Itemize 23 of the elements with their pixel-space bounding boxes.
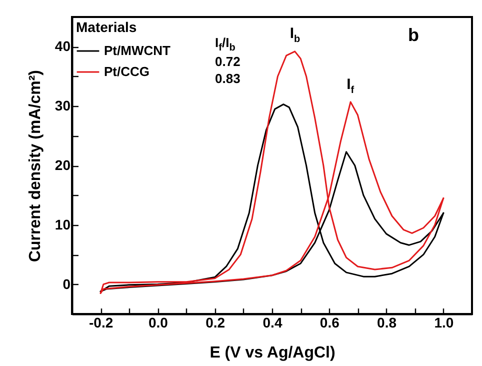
- x-tick-label: 1.0: [434, 314, 454, 330]
- annotation: 0.72: [215, 54, 240, 69]
- y-tick-label: 20: [54, 157, 71, 173]
- legend-title: Materials: [76, 19, 137, 35]
- annotation: I$_{f}$: [346, 76, 354, 96]
- x-axis-title: E (V vs Ag/AgCl): [210, 344, 336, 362]
- x-tick-label: 0.8: [377, 314, 397, 330]
- annotation: I$_{f}$/I$_{b}$: [215, 35, 236, 54]
- y-axis-title: Current density (mA/cm²): [26, 70, 44, 262]
- y-tick-label: 40: [54, 38, 71, 54]
- annotation: 0.83: [215, 71, 240, 86]
- x-tick-label: 0.4: [262, 314, 282, 330]
- x-tick-label: 0.6: [320, 314, 340, 330]
- legend-label: Pt/CCG: [104, 64, 150, 79]
- legend-label: Pt/MWCNT: [104, 43, 170, 58]
- y-tick-label: 10: [54, 216, 71, 232]
- x-tick-label: 0.0: [148, 314, 168, 330]
- annotation: b: [408, 25, 419, 45]
- x-tick-label: 0.2: [206, 314, 226, 330]
- y-tick-label: 30: [54, 98, 71, 114]
- annotation: I$_{b}$: [290, 25, 300, 46]
- x-tick-label: -0.2: [89, 314, 114, 330]
- y-tick-label: 0: [62, 276, 71, 292]
